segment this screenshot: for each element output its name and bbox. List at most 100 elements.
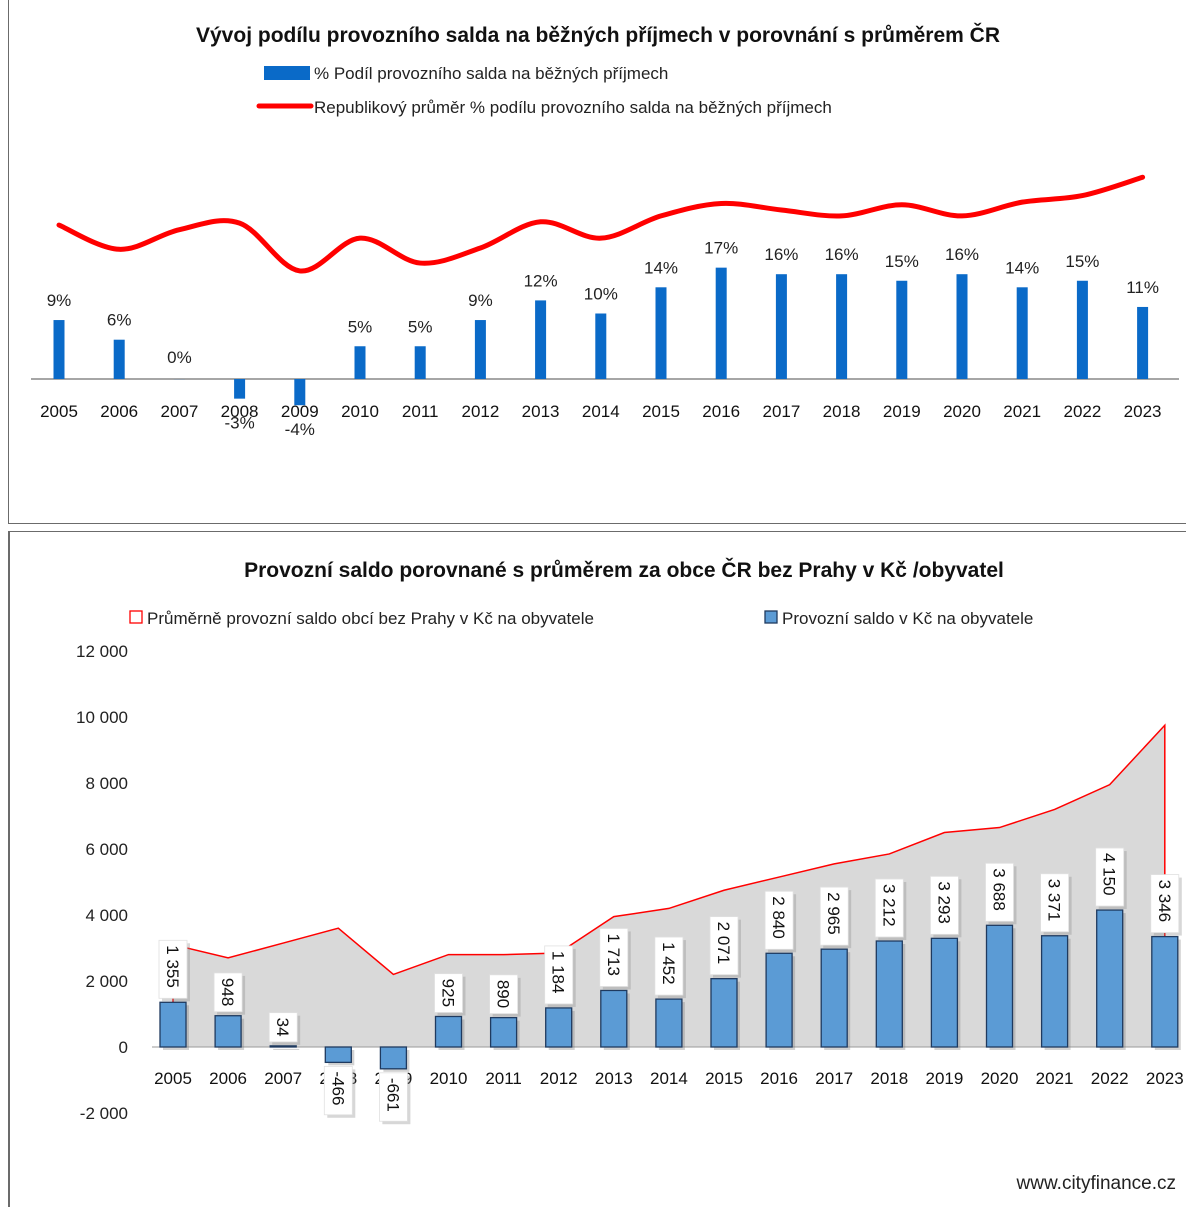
data-label: 9% — [468, 291, 493, 310]
data-label-box: 925 — [435, 974, 466, 1016]
bar — [54, 320, 65, 379]
bar — [776, 274, 787, 379]
x-tick-label: 2019 — [925, 1069, 963, 1088]
x-tick-label: 2015 — [705, 1069, 743, 1088]
bar — [957, 274, 968, 379]
data-label: 4 150 — [1100, 853, 1119, 896]
data-label-box: 2 071 — [710, 917, 741, 978]
bar — [656, 999, 682, 1047]
x-tick-label: 2008 — [221, 402, 259, 421]
data-label: -466 — [328, 1071, 347, 1105]
legend-area-label: Průměrně provozní saldo obcí bez Prahy v… — [147, 609, 594, 628]
chart-panel-share: Vývoj podílu provozního salda na běžných… — [8, 0, 1186, 524]
bar — [436, 1016, 462, 1047]
legend-bar-label: Provozní saldo v Kč na obyvatele — [782, 609, 1033, 628]
data-label: 9% — [47, 291, 72, 310]
x-tick-label: 2019 — [883, 402, 921, 421]
data-label-box: 1 355 — [159, 940, 190, 1001]
x-tick-label: 2013 — [595, 1069, 633, 1088]
bar — [1042, 936, 1068, 1047]
data-label-box: 2 965 — [820, 887, 851, 948]
data-label: 0% — [167, 348, 192, 367]
x-tick-label: 2022 — [1063, 402, 1101, 421]
x-tick-label: 2021 — [1036, 1069, 1074, 1088]
bar — [415, 346, 426, 379]
data-label-box: 3 688 — [986, 863, 1017, 924]
x-tick-label: 2018 — [870, 1069, 908, 1088]
data-label: 2 071 — [714, 922, 733, 965]
x-tick-label: 2016 — [760, 1069, 798, 1088]
bar — [931, 938, 957, 1047]
x-tick-label: 2014 — [582, 402, 620, 421]
x-tick-label: 2015 — [642, 402, 680, 421]
bar — [821, 949, 847, 1047]
bar — [380, 1047, 406, 1069]
data-label-box: 1 452 — [655, 937, 686, 998]
bar-shadow — [273, 1049, 299, 1050]
legend-area-swatch — [130, 611, 142, 623]
data-label: 11% — [1126, 278, 1159, 297]
data-label: 1 184 — [549, 951, 568, 994]
bar — [491, 1018, 517, 1047]
data-label-box: 4 150 — [1096, 848, 1127, 909]
data-label-box: 890 — [490, 975, 521, 1017]
data-label: 3 371 — [1045, 879, 1064, 922]
data-label: 2 840 — [769, 896, 788, 939]
data-label-box: -661 — [379, 1073, 410, 1124]
y-tick-label: 12 000 — [76, 642, 128, 661]
bar — [1097, 910, 1123, 1047]
y-tick-label: 6 000 — [85, 840, 128, 859]
y-tick-label: 10 000 — [76, 708, 128, 727]
bar — [215, 1016, 241, 1047]
x-tick-label: 2012 — [461, 402, 499, 421]
bar — [1137, 307, 1148, 379]
x-tick-label: 2010 — [341, 402, 379, 421]
series-line — [59, 177, 1143, 271]
bar — [876, 941, 902, 1047]
x-tick-label: 2014 — [650, 1069, 688, 1088]
data-label-box: 2 840 — [765, 891, 796, 952]
data-label: 17% — [704, 239, 738, 258]
saldo-chart: Provozní saldo porovnané s průměrem za o… — [10, 532, 1186, 1208]
bar — [1017, 287, 1028, 379]
bar — [234, 379, 245, 399]
legend-bar-swatch — [765, 611, 777, 623]
legend-bar-label: % Podíl provozního salda na běžných příj… — [314, 64, 668, 83]
x-tick-label: 2023 — [1146, 1069, 1184, 1088]
share-chart: Vývoj podílu provozního salda na běžných… — [9, 0, 1186, 524]
bar — [595, 314, 606, 380]
data-label: 6% — [107, 311, 132, 330]
data-label: 1 355 — [163, 945, 182, 988]
data-label: 16% — [764, 245, 798, 264]
x-tick-label: 2016 — [702, 402, 740, 421]
bar — [475, 320, 486, 379]
chart-title: Provozní saldo porovnané s průměrem za o… — [244, 558, 1004, 582]
x-tick-label: 2018 — [823, 402, 861, 421]
data-label: 10% — [584, 285, 618, 304]
data-label: 14% — [1005, 258, 1039, 277]
x-tick-label: 2011 — [402, 402, 439, 421]
bar — [716, 268, 727, 379]
data-label-box: -466 — [324, 1066, 355, 1117]
x-tick-label: 2010 — [430, 1069, 468, 1088]
data-label-box: 1 713 — [600, 928, 631, 989]
data-label: 3 346 — [1155, 880, 1174, 923]
data-label: -4% — [285, 420, 315, 439]
bar — [114, 340, 125, 379]
x-tick-label: 2012 — [540, 1069, 578, 1088]
data-label: 16% — [945, 245, 979, 264]
chart-panel-saldo: Provozní saldo porovnané s průměrem za o… — [8, 531, 1186, 1207]
x-tick-label: 2005 — [154, 1069, 192, 1088]
legend-line-label: Republikový průměr % podílu provozního s… — [314, 98, 832, 117]
data-label: 890 — [494, 980, 513, 1008]
bar — [896, 281, 907, 379]
bar — [1152, 937, 1178, 1047]
bar — [355, 346, 366, 379]
y-tick-label: 2 000 — [85, 972, 128, 991]
data-label-box: 3 346 — [1151, 875, 1182, 936]
x-tick-label: 2006 — [209, 1069, 247, 1088]
data-label-box: 34 — [269, 1013, 300, 1045]
data-label-box: 3 371 — [1041, 874, 1072, 935]
legend-bar-swatch — [264, 66, 310, 80]
data-label: 3 688 — [990, 868, 1009, 911]
